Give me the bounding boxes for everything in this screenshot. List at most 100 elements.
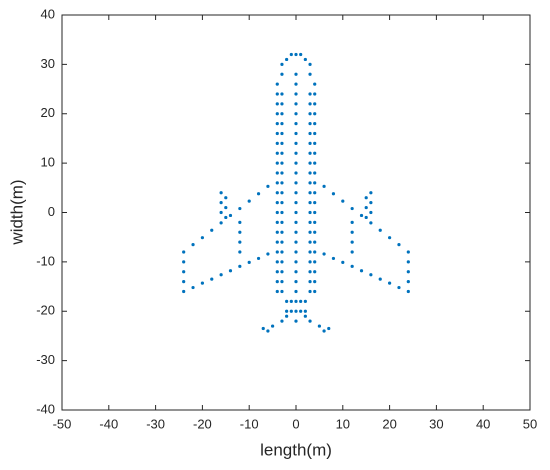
y-tick-label: 20 — [41, 105, 55, 120]
point — [294, 201, 298, 205]
point — [406, 289, 410, 294]
x-tick-label: -10 — [240, 416, 259, 431]
point — [359, 213, 364, 218]
point — [313, 131, 317, 136]
point — [294, 280, 298, 284]
point — [280, 250, 284, 254]
point — [294, 141, 298, 145]
y-tick-label: 0 — [48, 204, 55, 219]
point — [331, 256, 336, 261]
point — [294, 289, 298, 294]
point — [313, 102, 317, 106]
y-tick-label: -20 — [36, 303, 55, 318]
point — [313, 220, 317, 224]
point — [308, 131, 312, 136]
point — [406, 270, 410, 274]
x-axis-label: length(m) — [260, 440, 332, 459]
point — [303, 314, 307, 318]
point — [275, 102, 279, 106]
point — [219, 191, 223, 195]
point — [308, 220, 312, 224]
point — [271, 324, 275, 328]
point — [280, 112, 284, 116]
point — [275, 289, 279, 294]
point — [224, 215, 228, 220]
y-axis-label: width(m) — [7, 179, 26, 245]
point — [182, 289, 186, 294]
point — [308, 250, 312, 254]
point — [308, 260, 312, 264]
point — [285, 309, 289, 313]
point — [313, 230, 317, 234]
point — [294, 161, 298, 165]
point — [299, 52, 303, 57]
point — [294, 171, 298, 175]
point — [369, 273, 373, 277]
point — [238, 206, 242, 211]
point — [200, 281, 204, 285]
point — [238, 250, 242, 254]
point — [275, 280, 279, 284]
point — [182, 280, 186, 284]
point — [299, 309, 303, 313]
point — [275, 92, 279, 96]
point — [228, 269, 233, 273]
point — [289, 309, 293, 313]
point — [313, 260, 317, 264]
point — [350, 230, 354, 234]
x-tick-label: 30 — [429, 416, 443, 431]
point — [247, 260, 251, 264]
point — [308, 112, 312, 116]
point — [289, 299, 293, 303]
point — [331, 192, 336, 196]
point — [275, 161, 279, 165]
point — [308, 62, 312, 66]
point — [256, 256, 261, 261]
point — [280, 270, 284, 274]
point — [280, 210, 284, 215]
point — [308, 289, 312, 294]
point — [308, 270, 312, 274]
point — [275, 260, 279, 264]
point — [308, 280, 312, 284]
point — [182, 260, 186, 264]
point — [266, 184, 270, 188]
point — [303, 299, 307, 303]
point — [224, 196, 228, 200]
point — [313, 82, 317, 86]
point — [200, 236, 204, 240]
point — [247, 199, 251, 203]
point — [275, 210, 279, 215]
point — [285, 299, 289, 303]
point — [369, 221, 373, 225]
point — [280, 240, 284, 244]
point — [275, 171, 279, 175]
point — [294, 309, 298, 313]
point — [313, 289, 317, 294]
x-tick-label: 20 — [382, 416, 396, 431]
point — [219, 201, 223, 205]
point — [280, 151, 284, 155]
point — [289, 52, 293, 57]
point — [406, 260, 410, 264]
point — [275, 82, 279, 86]
point — [313, 250, 317, 254]
point — [322, 252, 326, 256]
point — [388, 281, 392, 285]
x-tick-label: 50 — [523, 416, 537, 431]
point — [219, 221, 223, 225]
point — [280, 102, 284, 106]
point — [294, 102, 298, 106]
point — [294, 52, 298, 57]
point — [313, 210, 317, 215]
point — [280, 220, 284, 224]
point — [210, 228, 214, 232]
point — [238, 220, 242, 224]
point — [322, 184, 326, 188]
point — [275, 250, 279, 254]
point — [350, 220, 354, 224]
point — [313, 171, 317, 175]
point — [280, 181, 284, 185]
point — [294, 181, 298, 185]
point — [280, 280, 284, 284]
